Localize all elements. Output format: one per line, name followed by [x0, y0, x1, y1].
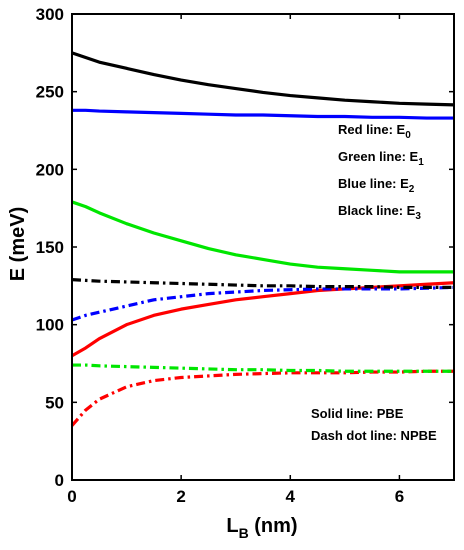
y-tick-label-150: 150 [36, 238, 64, 257]
y-tick-label-200: 200 [36, 160, 64, 179]
y-tick-label-100: 100 [36, 316, 64, 335]
series-pbe-e1 [71, 200, 454, 274]
x-axis-label: LB (nm) [226, 515, 297, 541]
x-tick-label-0: 0 [67, 487, 76, 506]
x-tick-label-4: 4 [286, 487, 296, 506]
x-axis-label-main: L [226, 515, 238, 537]
series-pbe-e0 [71, 281, 455, 358]
y-tick-label-250: 250 [36, 83, 64, 102]
series-pbe-e2 [72, 108, 454, 120]
y-tick-label-0: 0 [55, 471, 64, 490]
series-npbe-e3 [71, 278, 454, 289]
legend-methods: Solid line: PBE Dash dot line: NPBE [311, 406, 437, 443]
series-npbe-e0 [70, 369, 454, 427]
legend-entry-3: Black line: E3 [338, 203, 421, 222]
series-npbe-e2 [71, 285, 455, 322]
legend-energy-levels: Red line: E0 Green line: E1 Blue line: E2 B… [338, 122, 424, 222]
y-axis-label: E (meV) [7, 207, 29, 281]
legend-entry-1: Green line: E1 [338, 149, 424, 168]
tick-labels: 0 2 4 6 0 50 100 150 200 250 300 [36, 5, 405, 506]
y-tick-label-300: 300 [36, 5, 64, 24]
series-layer [70, 51, 455, 427]
x-tick-label-2: 2 [176, 487, 185, 506]
legend-entry-0: Red line: E0 [338, 122, 411, 141]
axis-ticks [71, 13, 454, 481]
x-axis-label-unit: (nm) [249, 515, 298, 537]
legend-method-0: Solid line: PBE [311, 406, 404, 421]
legend-method-1: Dash dot line: NPBE [311, 428, 437, 443]
y-tick-label-50: 50 [45, 393, 64, 412]
legend-entry-2: Blue line: E2 [338, 176, 415, 195]
series-npbe-e1 [72, 363, 454, 373]
series-pbe-e3 [71, 51, 455, 107]
x-tick-label-6: 6 [395, 487, 404, 506]
x-axis-label-sub: B [239, 525, 249, 541]
